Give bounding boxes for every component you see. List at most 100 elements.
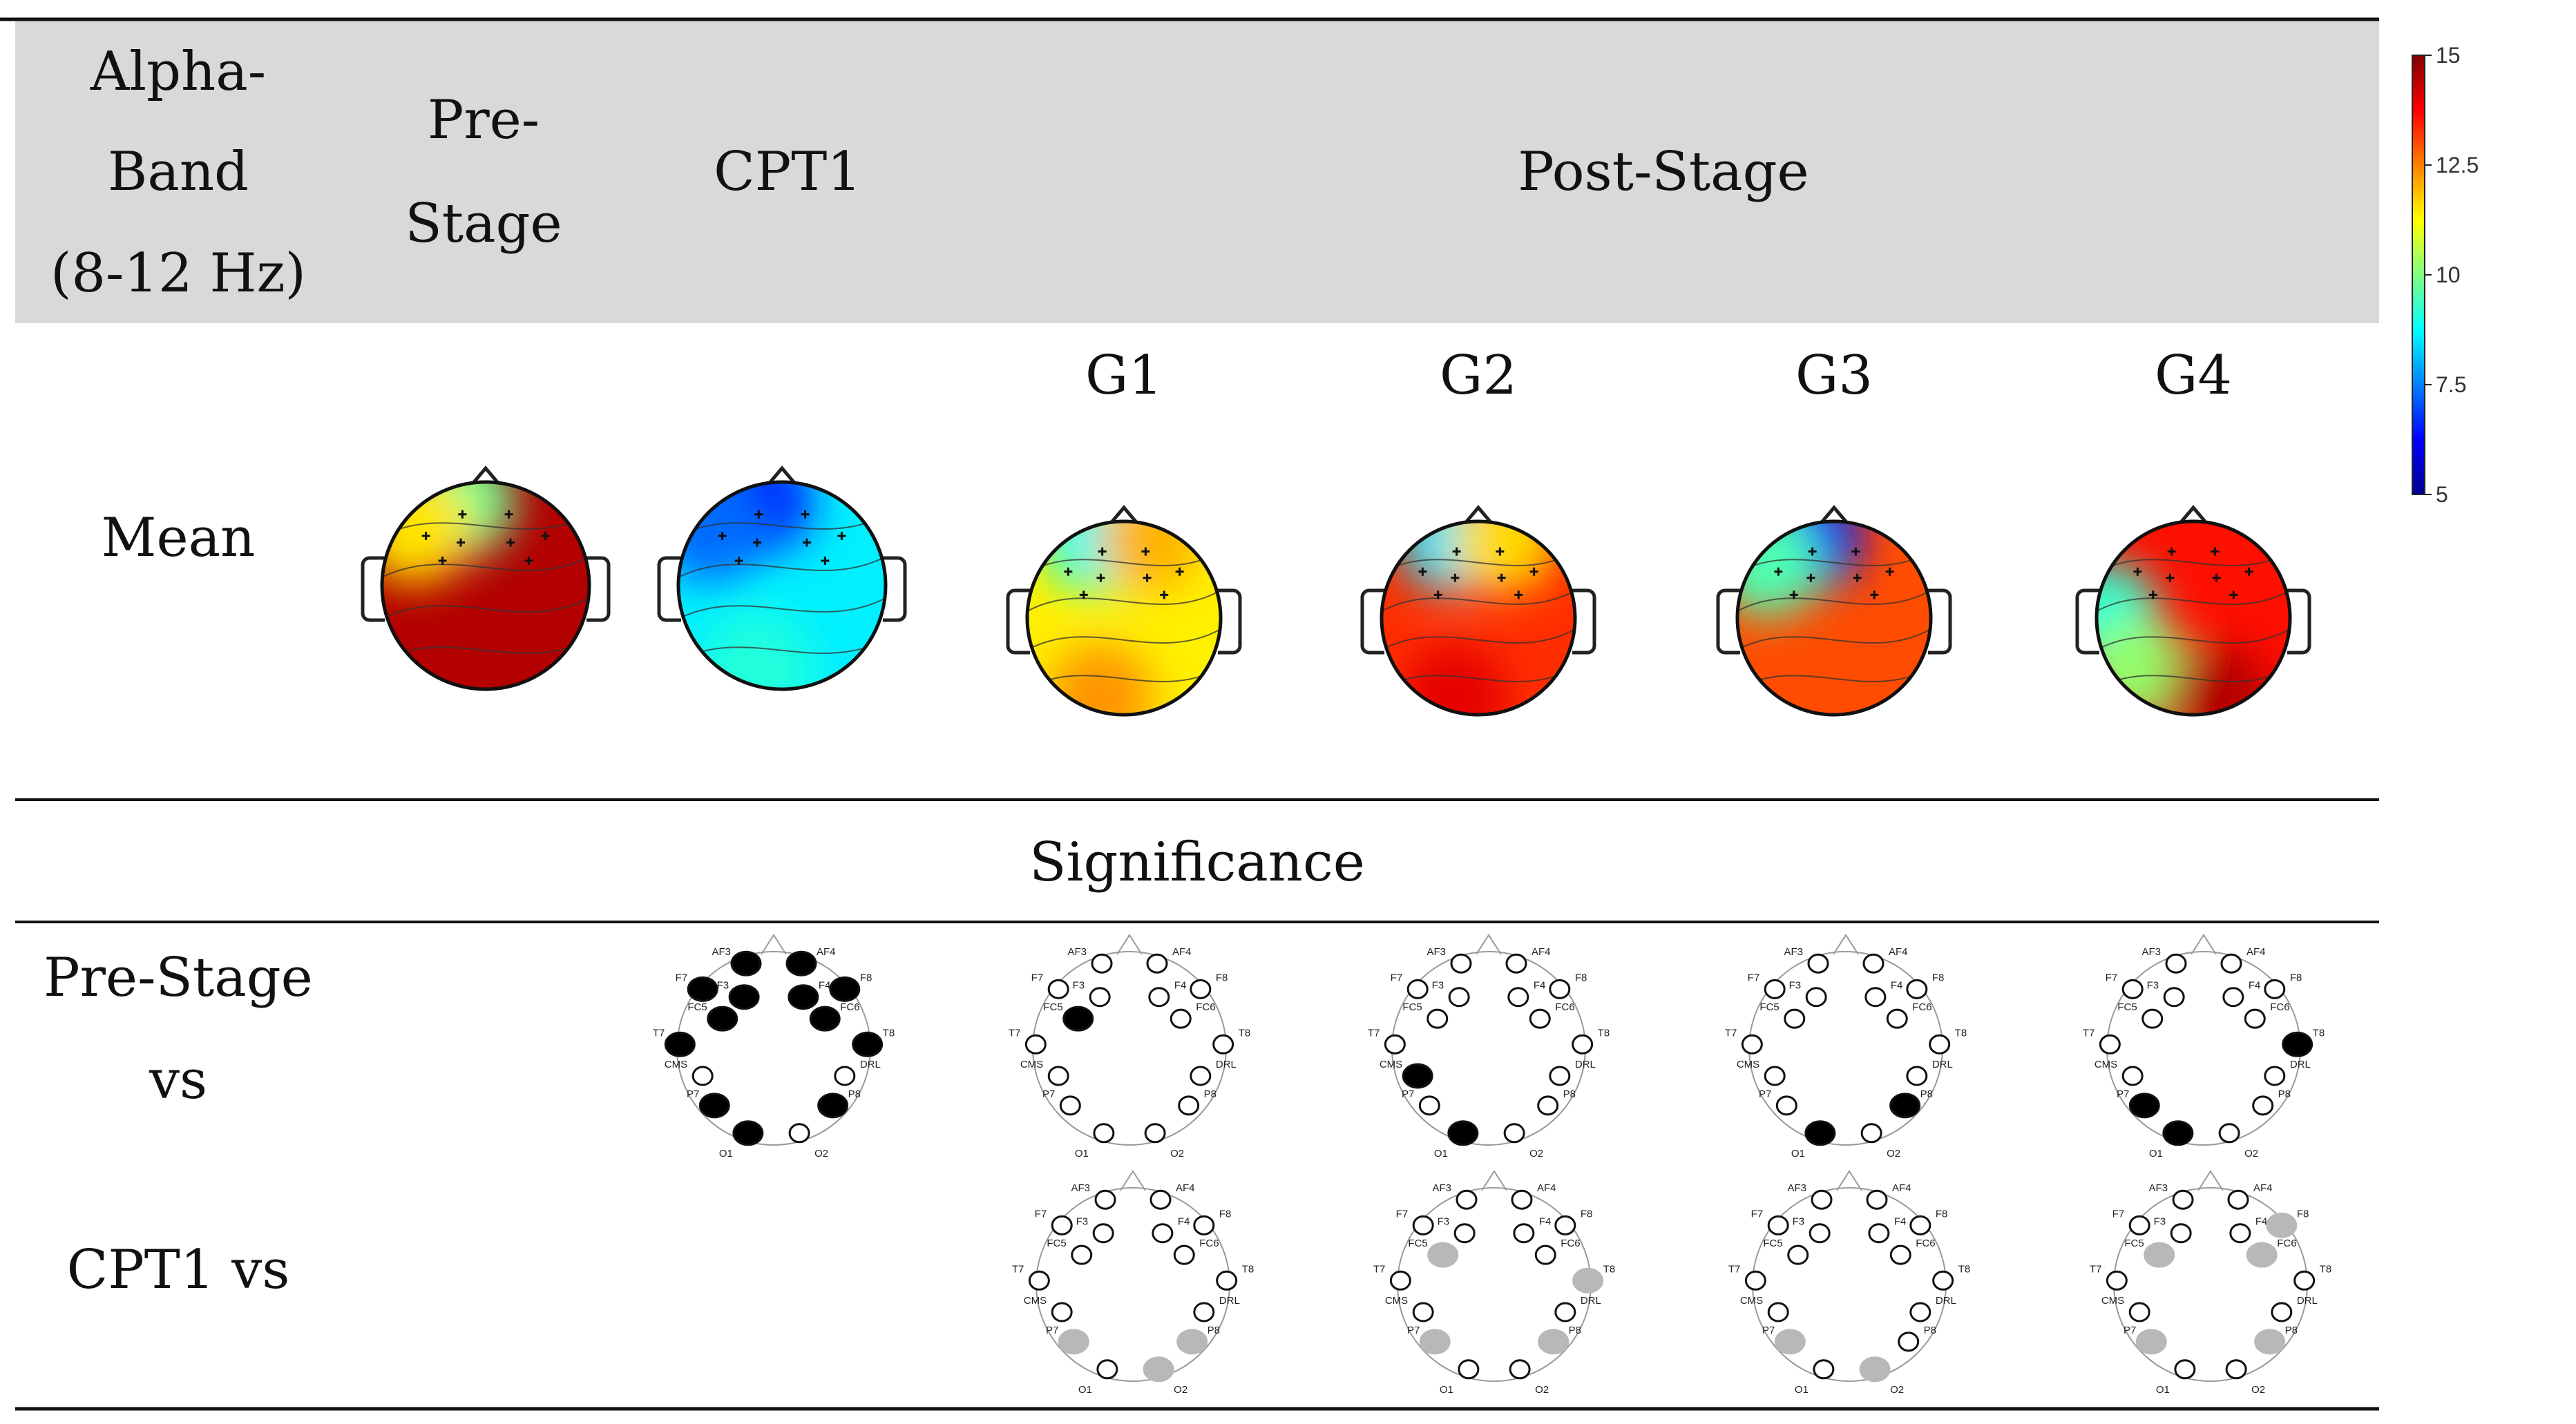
electrode-f3 (1092, 1223, 1114, 1244)
electrode-label-af3: AF3 (1788, 1182, 1807, 1194)
electrode-label-f3: F3 (717, 980, 729, 992)
electrode-marker (1096, 573, 1105, 582)
electrode-cms (2128, 1302, 2150, 1322)
electrode-t7 (1384, 1034, 1406, 1055)
electrode-p8 (2252, 1095, 2274, 1116)
electrode-marker (1452, 547, 1461, 556)
electrode-o2 (1859, 1356, 1891, 1383)
group-label-g1: G1 (1085, 345, 1163, 407)
electrode-o2 (1144, 1123, 1166, 1144)
electrode-f3 (1809, 1223, 1831, 1244)
electrode-label-f7: F7 (1751, 1208, 1764, 1220)
electrode-marker (1175, 567, 1184, 576)
electrode-marker (2167, 547, 2176, 556)
electrode-marker (801, 510, 810, 519)
right-ear (2287, 588, 2311, 655)
electrode-label-af4: AF4 (1892, 1182, 1911, 1194)
electrode-label-p8: P8 (2278, 1088, 2291, 1100)
electrode-marker (2133, 567, 2142, 576)
colorbar-tick-label: 15 (2436, 43, 2461, 68)
colorbar-tick-label: 12.5 (2436, 153, 2479, 177)
electrode-marker (803, 538, 811, 547)
electrode-label-af4: AF4 (817, 946, 836, 958)
electrode-label-p7: P7 (2117, 1088, 2129, 1100)
topomap-spot-o1 (1401, 644, 1508, 715)
electrode-marker (2166, 573, 2175, 582)
electrode-drl (834, 1066, 856, 1086)
electrode-f7 (1764, 979, 1786, 999)
electrode-label-o1: O1 (1440, 1384, 1453, 1396)
electrode-label-fc5: FC5 (1043, 1001, 1062, 1013)
electrode-t8 (2293, 1270, 2316, 1291)
electrode-o1 (1096, 1359, 1118, 1380)
electrode-p7 (1419, 1329, 1451, 1355)
electrode-t8 (852, 1031, 884, 1057)
electrode-f7 (1051, 1215, 1073, 1235)
contour-line (2097, 628, 2290, 651)
electrode-label-cms: CMS (2095, 1059, 2117, 1070)
electrode-label-p8: P8 (2285, 1325, 2298, 1336)
sigmap-nose (1836, 1170, 1862, 1191)
electrode-cms (691, 1066, 714, 1086)
electrode-f8 (829, 976, 861, 1002)
head-outline (676, 480, 888, 691)
electrode-af4 (785, 950, 817, 976)
electrode-marker (1064, 567, 1073, 576)
electrode-o1 (1093, 1123, 1115, 1144)
electrode-p8 (1898, 1331, 1920, 1352)
electrode-f7 (1047, 979, 1069, 999)
contour-line (678, 514, 886, 537)
electrode-af4 (1149, 1189, 1172, 1210)
electrode-label-af4: AF4 (2246, 946, 2266, 958)
contour-line (1737, 551, 1931, 573)
contour-line (1382, 667, 1575, 689)
electrode-label-p8: P8 (1208, 1325, 1220, 1336)
electrode-marker (1079, 590, 1088, 599)
contour-line (1382, 628, 1575, 651)
electrode-marker (1141, 547, 1150, 556)
electrode-label-f8: F8 (1219, 1208, 1232, 1220)
electrode-label-f3: F3 (1438, 1216, 1450, 1228)
electrode-p7 (1058, 1329, 1089, 1355)
electrode-label-f3: F3 (1073, 980, 1085, 992)
electrode-t7 (1741, 1034, 1763, 1055)
electrode-label-p7: P7 (1046, 1325, 1058, 1336)
electrode-marker (438, 557, 447, 565)
electrode-marker (421, 532, 430, 540)
contour-line (382, 556, 589, 578)
electrode-label-o2: O2 (1887, 1148, 1900, 1160)
electrode-fc5 (2141, 1008, 2164, 1029)
electrode-label-fc6: FC6 (1561, 1238, 1580, 1249)
electrode-drl (1190, 1066, 1212, 1086)
band-label-1: Alpha- (90, 41, 266, 103)
electrode-t8 (1212, 1034, 1234, 1055)
electrode-label-af3: AF3 (1784, 946, 1804, 958)
electrode-o1 (1813, 1359, 1835, 1380)
electrode-label-af3: AF3 (2149, 1182, 2168, 1194)
electrode-label-af3: AF3 (712, 946, 732, 958)
electrode-marker (2229, 590, 2238, 599)
electrode-fc5 (1427, 1008, 1449, 1029)
left-ear (1006, 588, 1030, 655)
electrode-label-af3: AF3 (1071, 1182, 1091, 1194)
sigmap-cpt1-vs-g2: AF3 AF4 F7 F3 F4 F8 FC5 FC6 T7 T8 CMS DRL P7 P8 O1 O2 (1373, 1170, 1615, 1396)
electrode-label-af4: AF4 (1532, 946, 1551, 958)
topomap-spot-o2 (2164, 644, 2271, 715)
electrode-o1 (2174, 1359, 2196, 1380)
electrode-label-p7: P7 (2124, 1325, 2136, 1336)
electrode-f4 (2229, 1223, 2251, 1244)
row-label-cpt1-vs: CPT1 vs (67, 1239, 290, 1301)
electrode-cms (1402, 1063, 1433, 1089)
electrode-label-drl: DRL (1932, 1059, 1953, 1070)
colorbar: 15 12.5 10 7.5 5 (2412, 43, 2479, 507)
electrode-marker (1433, 590, 1442, 599)
right-ear (883, 556, 907, 622)
electrode-fc5 (1071, 1244, 1093, 1265)
electrode-label-o1: O1 (1434, 1148, 1448, 1160)
electrode-f3 (1448, 987, 1470, 1008)
sigmap-nose (1481, 1170, 1507, 1191)
electrode-label-cms: CMS (665, 1059, 687, 1070)
electrode-f4 (1152, 1223, 1174, 1244)
electrode-label-t7: T7 (1728, 1263, 1741, 1275)
electrode-f7 (1412, 1215, 1434, 1235)
